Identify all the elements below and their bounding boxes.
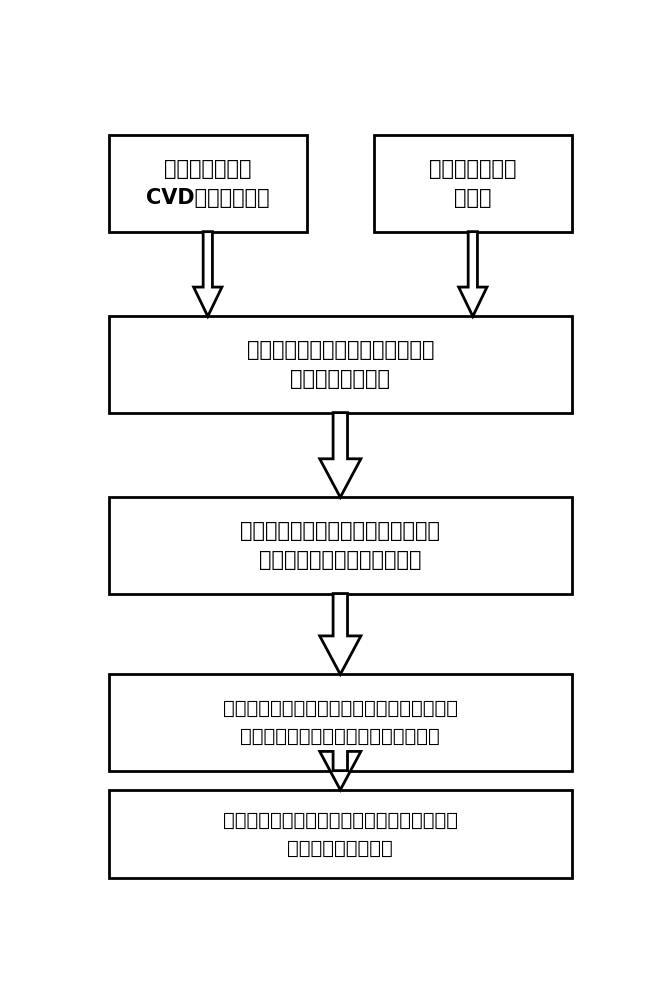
Text: 制备氧化石墨烯
分散液: 制备氧化石墨烯 分散液 [429, 159, 517, 208]
Polygon shape [320, 594, 361, 674]
Text: 将氧化石墨烯分散液旋涂在金属衬
底上的石墨烯表面: 将氧化石墨烯分散液旋涂在金属衬 底上的石墨烯表面 [246, 340, 434, 389]
Polygon shape [194, 232, 222, 316]
Polygon shape [459, 232, 487, 316]
FancyBboxPatch shape [374, 135, 572, 232]
Polygon shape [320, 751, 361, 790]
FancyBboxPatch shape [109, 674, 572, 771]
FancyBboxPatch shape [109, 497, 572, 594]
Text: 将氧化石墨烯与石墨烯的复合结构转移到电极
上，制备气敏传感器: 将氧化石墨烯与石墨烯的复合结构转移到电极 上，制备气敏传感器 [223, 811, 457, 858]
Text: 在金属衬底上用
CVD法生长石墨烯: 在金属衬底上用 CVD法生长石墨烯 [146, 159, 270, 208]
FancyBboxPatch shape [109, 790, 572, 878]
FancyBboxPatch shape [109, 135, 307, 232]
FancyBboxPatch shape [109, 316, 572, 413]
Polygon shape [320, 413, 361, 497]
Text: 用刻蚀溶液刻蚀掉金属衬底，得到氧
化石墨烯与石墨烯的复合结构: 用刻蚀溶液刻蚀掉金属衬底，得到氧 化石墨烯与石墨烯的复合结构 [240, 521, 440, 570]
Text: 采用浸渍提拉法将氧化石墨烯与石墨烯的复合
结构转移到去离子水中，反复清洗多次: 采用浸渍提拉法将氧化石墨烯与石墨烯的复合 结构转移到去离子水中，反复清洗多次 [223, 699, 457, 746]
